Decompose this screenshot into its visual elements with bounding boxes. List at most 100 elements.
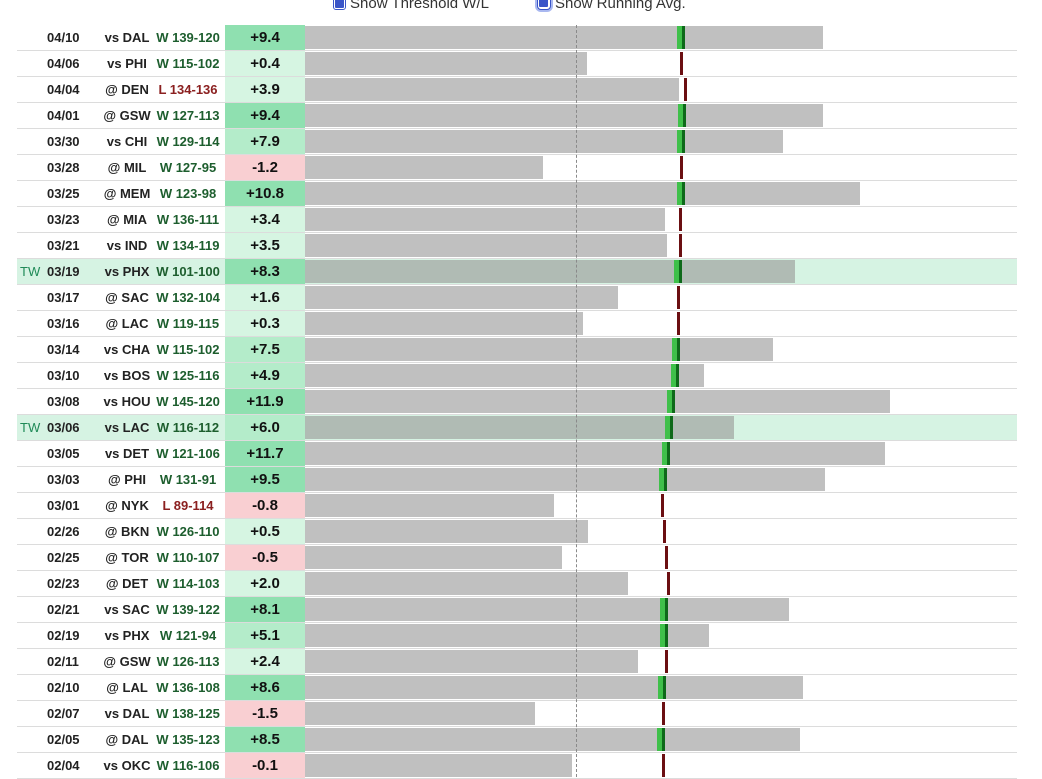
- game-row[interactable]: 02/07 vs DAL W 138-125 -1.5: [17, 701, 1017, 727]
- game-row[interactable]: 02/19 vs PHX W 121-94 +5.1: [17, 623, 1017, 649]
- game-date: 03/25: [47, 186, 80, 201]
- running-avg-change: [672, 338, 678, 361]
- running-avg-change: [662, 442, 668, 465]
- tw-tag: [20, 519, 42, 544]
- opponent: @ MIA: [106, 212, 148, 227]
- game-row[interactable]: 03/16 @ LAC W 119-115 +0.3: [17, 311, 1017, 337]
- running-avg-marker: [663, 676, 666, 699]
- running-avg-change: [674, 260, 680, 283]
- opponent: vs CHA: [103, 342, 151, 357]
- running-avg-marker: [683, 104, 686, 127]
- running-avg-marker: [665, 598, 668, 621]
- running-avg-marker: [682, 182, 685, 205]
- value-label: +7.5: [225, 337, 305, 362]
- value-bar: [305, 182, 860, 205]
- game-date: 03/30: [47, 134, 80, 149]
- value-label: +8.6: [225, 675, 305, 700]
- tw-tag: [20, 441, 42, 466]
- game-row[interactable]: TW 03/19 vs PHX W 101-100 +8.3: [17, 259, 1017, 285]
- tw-tag: [20, 311, 42, 336]
- game-row[interactable]: 04/01 @ GSW W 127-113 +9.4: [17, 103, 1017, 129]
- running-avg-marker: [677, 312, 680, 335]
- tw-tag: [20, 571, 42, 596]
- opponent: @ NYK: [105, 498, 149, 513]
- game-row[interactable]: 02/05 @ DAL W 135-123 +8.5: [17, 727, 1017, 753]
- game-row[interactable]: 02/11 @ GSW W 126-113 +2.4: [17, 649, 1017, 675]
- game-result: W 136-108: [156, 680, 220, 695]
- game-result: W 121-94: [159, 628, 217, 643]
- game-date: 04/06: [47, 56, 80, 71]
- game-date: 02/25: [47, 550, 80, 565]
- game-date: 04/04: [47, 82, 80, 97]
- value-label: -1.2: [225, 155, 305, 180]
- running-avg-marker: [677, 286, 680, 309]
- game-row[interactable]: 03/14 vs CHA W 115-102 +7.5: [17, 337, 1017, 363]
- running-avg-marker: [680, 52, 683, 75]
- game-date: 03/28: [47, 160, 80, 175]
- value-bar: [305, 260, 795, 283]
- game-row[interactable]: TW 03/06 vs LAC W 116-112 +6.0: [17, 415, 1017, 441]
- running-avg-change: [659, 468, 665, 491]
- game-date: 03/17: [47, 290, 80, 305]
- game-row[interactable]: 03/23 @ MIA W 136-111 +3.4: [17, 207, 1017, 233]
- running-avg-marker: [677, 338, 680, 361]
- game-row[interactable]: 02/21 vs SAC W 139-122 +8.1: [17, 597, 1017, 623]
- game-row[interactable]: 03/05 vs DET W 121-106 +11.7: [17, 441, 1017, 467]
- game-date: 03/14: [47, 342, 80, 357]
- running-avg-checkbox[interactable]: [536, 0, 551, 10]
- running-avg-change: [677, 182, 683, 205]
- threshold-line: [576, 25, 577, 777]
- game-row[interactable]: 03/17 @ SAC W 132-104 +1.6: [17, 285, 1017, 311]
- value-bar: [305, 442, 885, 465]
- game-date: 02/05: [47, 732, 80, 747]
- game-row[interactable]: 03/03 @ PHI W 131-91 +9.5: [17, 467, 1017, 493]
- threshold-toggle[interactable]: Show Threshold W/L: [333, 0, 489, 12]
- tw-tag: [20, 51, 42, 76]
- running-avg-toggle[interactable]: Show Running Avg.: [536, 0, 686, 12]
- game-row[interactable]: 04/10 vs DAL W 139-120 +9.4: [17, 25, 1017, 51]
- game-row[interactable]: 02/10 @ LAL W 136-108 +8.6: [17, 675, 1017, 701]
- game-date: 03/10: [47, 368, 80, 383]
- threshold-toggle-label: Show Threshold W/L: [350, 0, 489, 12]
- value-label: +8.3: [225, 259, 305, 284]
- game-row[interactable]: 02/23 @ DET W 114-103 +2.0: [17, 571, 1017, 597]
- game-row[interactable]: 02/04 vs OKC W 116-106 -0.1: [17, 753, 1017, 779]
- value-label: +2.4: [225, 649, 305, 674]
- value-bar: [305, 676, 803, 699]
- game-date: 03/01: [47, 498, 80, 513]
- value-label: -0.5: [225, 545, 305, 570]
- game-result: W 110-107: [156, 550, 220, 565]
- tw-tag: [20, 207, 42, 232]
- chart-controls: Show Threshold W/L Show Running Avg.: [333, 0, 686, 14]
- game-row[interactable]: 03/08 vs HOU W 145-120 +11.9: [17, 389, 1017, 415]
- tw-tag: [20, 285, 42, 310]
- value-label: +9.5: [225, 467, 305, 492]
- value-bar: [305, 390, 890, 413]
- running-avg-change: [678, 104, 684, 127]
- game-row[interactable]: 03/25 @ MEM W 123-98 +10.8: [17, 181, 1017, 207]
- game-date: 02/10: [47, 680, 80, 695]
- game-row[interactable]: 04/04 @ DEN L 134-136 +3.9: [17, 77, 1017, 103]
- game-result: W 101-100: [156, 264, 220, 279]
- game-row[interactable]: 03/30 vs CHI W 129-114 +7.9: [17, 129, 1017, 155]
- game-result: W 127-95: [159, 160, 217, 175]
- game-row[interactable]: 02/26 @ BKN W 126-110 +0.5: [17, 519, 1017, 545]
- game-date: 03/23: [47, 212, 80, 227]
- running-avg-change: [660, 598, 666, 621]
- opponent: vs PHI: [107, 56, 147, 71]
- running-avg-marker: [682, 26, 685, 49]
- game-row[interactable]: 04/06 vs PHI W 115-102 +0.4: [17, 51, 1017, 77]
- running-avg-change: [667, 390, 673, 413]
- running-avg-change: [677, 130, 683, 153]
- value-bar: [305, 156, 543, 179]
- value-bar: [305, 468, 825, 491]
- game-row[interactable]: 03/10 vs BOS W 125-116 +4.9: [17, 363, 1017, 389]
- game-row[interactable]: 03/21 vs IND W 134-119 +3.5: [17, 233, 1017, 259]
- threshold-checkbox[interactable]: [333, 0, 346, 10]
- game-row[interactable]: 02/25 @ TOR W 110-107 -0.5: [17, 545, 1017, 571]
- game-row[interactable]: 03/28 @ MIL W 127-95 -1.2: [17, 155, 1017, 181]
- value-bar: [305, 494, 554, 517]
- game-row[interactable]: 03/01 @ NYK L 89-114 -0.8: [17, 493, 1017, 519]
- running-avg-marker: [665, 650, 668, 673]
- game-result: W 139-120: [156, 30, 220, 45]
